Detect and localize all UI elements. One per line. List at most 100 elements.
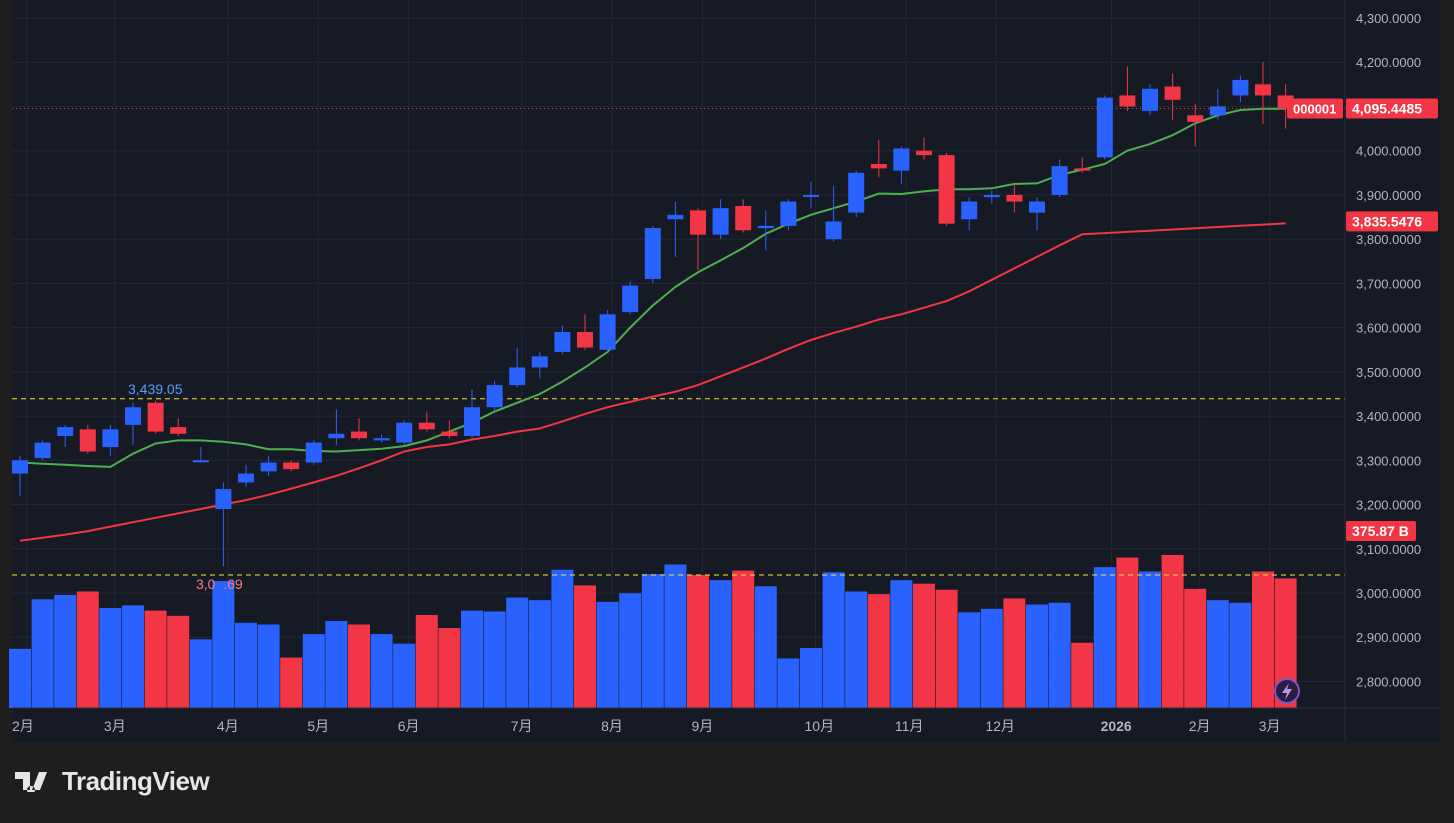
candle-body bbox=[509, 367, 526, 386]
candle-body bbox=[396, 422, 413, 443]
volume-bar bbox=[506, 597, 529, 708]
volume-bar bbox=[393, 643, 416, 708]
candle-body bbox=[147, 402, 164, 432]
time-tick-label: 11月 bbox=[895, 718, 924, 734]
time-tick-label: 4月 bbox=[217, 718, 239, 734]
price-tick-label: 3,700.0000 bbox=[1356, 276, 1421, 291]
candle-body bbox=[1164, 86, 1181, 100]
candle-body bbox=[735, 205, 752, 231]
candle-body bbox=[1096, 97, 1113, 158]
lightning-icon bbox=[1274, 678, 1300, 704]
volume-bar bbox=[144, 610, 167, 708]
volume-bar bbox=[528, 600, 551, 708]
current-symbol-tag: 000001 bbox=[1293, 101, 1336, 116]
candle-body bbox=[373, 438, 390, 441]
volume-bar bbox=[1003, 598, 1026, 708]
volume-bar bbox=[574, 585, 596, 708]
time-tick-label: 2026 bbox=[1101, 718, 1132, 734]
candle-body bbox=[1051, 166, 1068, 195]
current-price-tag-bg bbox=[1346, 98, 1438, 119]
volume-bar bbox=[867, 594, 890, 708]
candle-body bbox=[34, 442, 51, 459]
moving-average-short bbox=[19, 107, 1286, 468]
volume-bar bbox=[664, 564, 687, 708]
lightning-icon-glyph bbox=[1282, 683, 1292, 700]
volume-bar bbox=[99, 608, 122, 708]
time-tick-label: 8月 bbox=[601, 718, 623, 734]
price-tick-label: 3,800.0000 bbox=[1356, 232, 1421, 247]
candle-body bbox=[803, 194, 819, 197]
price-tick-label: 3,000.0000 bbox=[1356, 586, 1421, 601]
price-tick-label: 4,300.0000 bbox=[1356, 11, 1421, 26]
candle-body bbox=[622, 285, 639, 313]
price-tick-label: 3,900.0000 bbox=[1356, 188, 1421, 203]
time-tick-label: 6月 bbox=[398, 718, 420, 734]
volume-bar bbox=[822, 572, 845, 708]
volume-bar bbox=[641, 574, 664, 708]
volume-bar bbox=[980, 608, 1003, 708]
current-price-tag: 4,095.4485 bbox=[1352, 100, 1422, 116]
volume-bar bbox=[370, 634, 393, 708]
candle-body bbox=[1029, 201, 1045, 213]
volume-bar bbox=[461, 610, 483, 708]
candle-body bbox=[305, 442, 322, 463]
volume-bar bbox=[235, 622, 257, 708]
candle-body bbox=[441, 431, 458, 436]
volume-bar bbox=[1206, 600, 1229, 708]
volume-bar bbox=[212, 581, 235, 708]
price-tick-label: 4,200.0000 bbox=[1356, 55, 1421, 70]
volume-bar bbox=[732, 570, 755, 708]
candle-body bbox=[57, 427, 74, 436]
volume-bar bbox=[800, 648, 822, 708]
candle-body bbox=[983, 194, 1000, 198]
candle-body bbox=[1232, 79, 1249, 96]
volume-bar bbox=[122, 605, 144, 708]
candle-body bbox=[599, 314, 616, 350]
candle-body bbox=[125, 407, 141, 425]
candle-body bbox=[825, 221, 842, 240]
volume-bar bbox=[1229, 602, 1252, 708]
volume-bar bbox=[551, 569, 574, 708]
price-tick-label: 3,200.0000 bbox=[1356, 498, 1421, 513]
price-tick-label: 3,600.0000 bbox=[1356, 321, 1421, 336]
candle-body bbox=[170, 427, 187, 434]
candle-body bbox=[464, 407, 480, 436]
candle-body bbox=[1209, 106, 1226, 116]
volume-bar bbox=[1071, 642, 1094, 708]
candle-body bbox=[870, 163, 887, 169]
footer: TradingView bbox=[14, 764, 210, 798]
price-tick-label: 4,000.0000 bbox=[1356, 144, 1421, 159]
volume-bar bbox=[1093, 567, 1116, 708]
volume-bar bbox=[935, 589, 958, 708]
volume-bar bbox=[890, 580, 913, 708]
candle-body bbox=[1255, 84, 1271, 96]
candle-body bbox=[1142, 88, 1158, 111]
price-tick-label: 2,900.0000 bbox=[1356, 630, 1421, 645]
volume-bar bbox=[913, 583, 935, 708]
volume-bar bbox=[958, 612, 981, 708]
time-tick-label: 2月 bbox=[1189, 718, 1211, 734]
candle-body bbox=[283, 462, 300, 470]
candlestick-series bbox=[12, 62, 1294, 567]
candle-body bbox=[328, 433, 345, 439]
candle-body bbox=[1119, 95, 1136, 107]
candle-body bbox=[938, 155, 955, 224]
candle-body bbox=[79, 429, 96, 452]
volume-bar bbox=[1274, 578, 1297, 708]
tradingview-logo-icon[interactable] bbox=[14, 770, 54, 792]
candle-body bbox=[690, 210, 706, 235]
price-tick-label: 2,800.0000 bbox=[1356, 674, 1421, 689]
candle-body bbox=[780, 201, 797, 226]
volume-bar bbox=[348, 624, 370, 708]
candle-body bbox=[486, 385, 503, 408]
candle-body bbox=[961, 201, 978, 220]
candle-body bbox=[102, 429, 119, 448]
candle-body bbox=[667, 214, 684, 220]
volume-value-tag-bg bbox=[1346, 521, 1416, 541]
candle-body bbox=[1187, 115, 1204, 122]
brand-name[interactable]: TradingView bbox=[62, 765, 210, 796]
time-tick-label: 12月 bbox=[985, 718, 1015, 734]
candle-body bbox=[260, 462, 277, 472]
time-tick-label: 2月 bbox=[12, 718, 34, 734]
